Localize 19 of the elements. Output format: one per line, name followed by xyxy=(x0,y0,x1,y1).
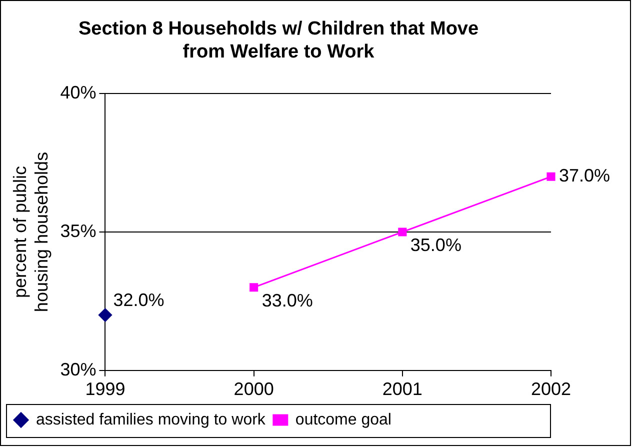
y-axis-title: percent of public housing households xyxy=(10,152,52,312)
data-label: 37.0% xyxy=(559,166,610,186)
x-tick-label: 2000 xyxy=(234,379,274,400)
point xyxy=(546,172,556,181)
x-tick-label: 1999 xyxy=(85,379,126,400)
legend-label: assisted families moving to work xyxy=(36,411,266,428)
y-tick-label: 30% xyxy=(60,359,96,380)
point xyxy=(398,228,407,236)
point xyxy=(250,283,258,292)
x-tick-label: 2002 xyxy=(530,379,572,400)
point xyxy=(98,308,112,322)
legend-label: outcome goal xyxy=(295,411,392,428)
y-tick-label: 35% xyxy=(60,220,96,241)
data-label: 33.0% xyxy=(262,290,313,310)
x-tick-label: 2001 xyxy=(382,379,422,400)
y-tick-label: 40% xyxy=(60,82,96,103)
data-label: 32.0% xyxy=(113,290,164,310)
data-label: 35.0% xyxy=(410,234,462,255)
chart-title: Section 8 Households w/ Children that Move from Welfare to Work xyxy=(78,18,479,62)
